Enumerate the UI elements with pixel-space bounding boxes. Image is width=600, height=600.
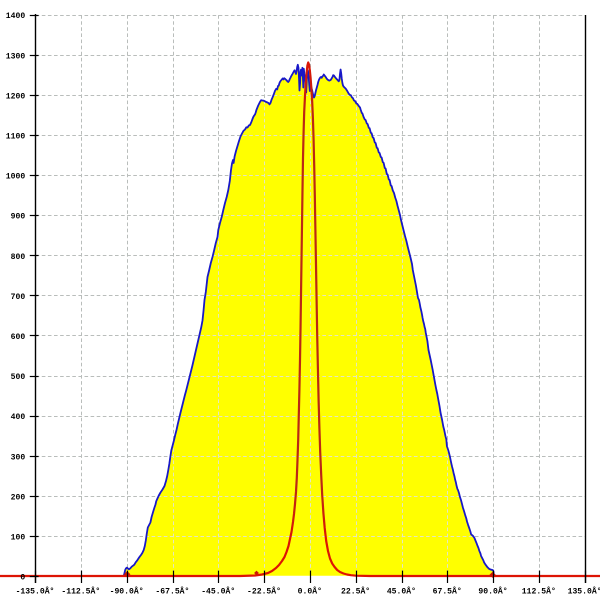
svg-text:135.0Â°: 135.0Â° <box>568 587 600 596</box>
svg-text:22.5Â°: 22.5Â° <box>341 587 370 596</box>
svg-text:45.0Â°: 45.0Â° <box>387 587 416 596</box>
svg-text:100: 100 <box>11 534 26 543</box>
svg-text:67.5Â°: 67.5Â° <box>433 587 462 596</box>
svg-text:-112.5Â°: -112.5Â° <box>61 587 100 596</box>
svg-text:1200: 1200 <box>6 92 26 101</box>
svg-text:90.0Â°: 90.0Â° <box>478 587 507 596</box>
svg-text:0: 0 <box>20 574 25 583</box>
svg-text:1300: 1300 <box>6 52 26 61</box>
svg-text:400: 400 <box>11 413 26 422</box>
svg-text:-135.0Â°: -135.0Â° <box>16 587 55 596</box>
svg-text:1400: 1400 <box>6 12 26 21</box>
svg-text:200: 200 <box>11 493 26 502</box>
svg-text:112.5Â°: 112.5Â° <box>522 587 556 596</box>
svg-text:600: 600 <box>11 333 26 342</box>
svg-text:-22.5Â°: -22.5Â° <box>247 587 281 596</box>
svg-text:800: 800 <box>11 253 26 262</box>
svg-text:0.0Â°: 0.0Â° <box>298 587 322 596</box>
svg-text:-90.0Â°: -90.0Â° <box>110 587 144 596</box>
svg-text:700: 700 <box>11 293 26 302</box>
svg-text:-45.0Â°: -45.0Â° <box>201 587 235 596</box>
svg-text:300: 300 <box>11 453 26 462</box>
svg-text:-67.5Â°: -67.5Â° <box>155 587 189 596</box>
svg-text:1100: 1100 <box>6 133 26 142</box>
svg-text:900: 900 <box>11 213 26 222</box>
svg-text:1000: 1000 <box>6 173 26 182</box>
svg-text:500: 500 <box>11 373 26 382</box>
